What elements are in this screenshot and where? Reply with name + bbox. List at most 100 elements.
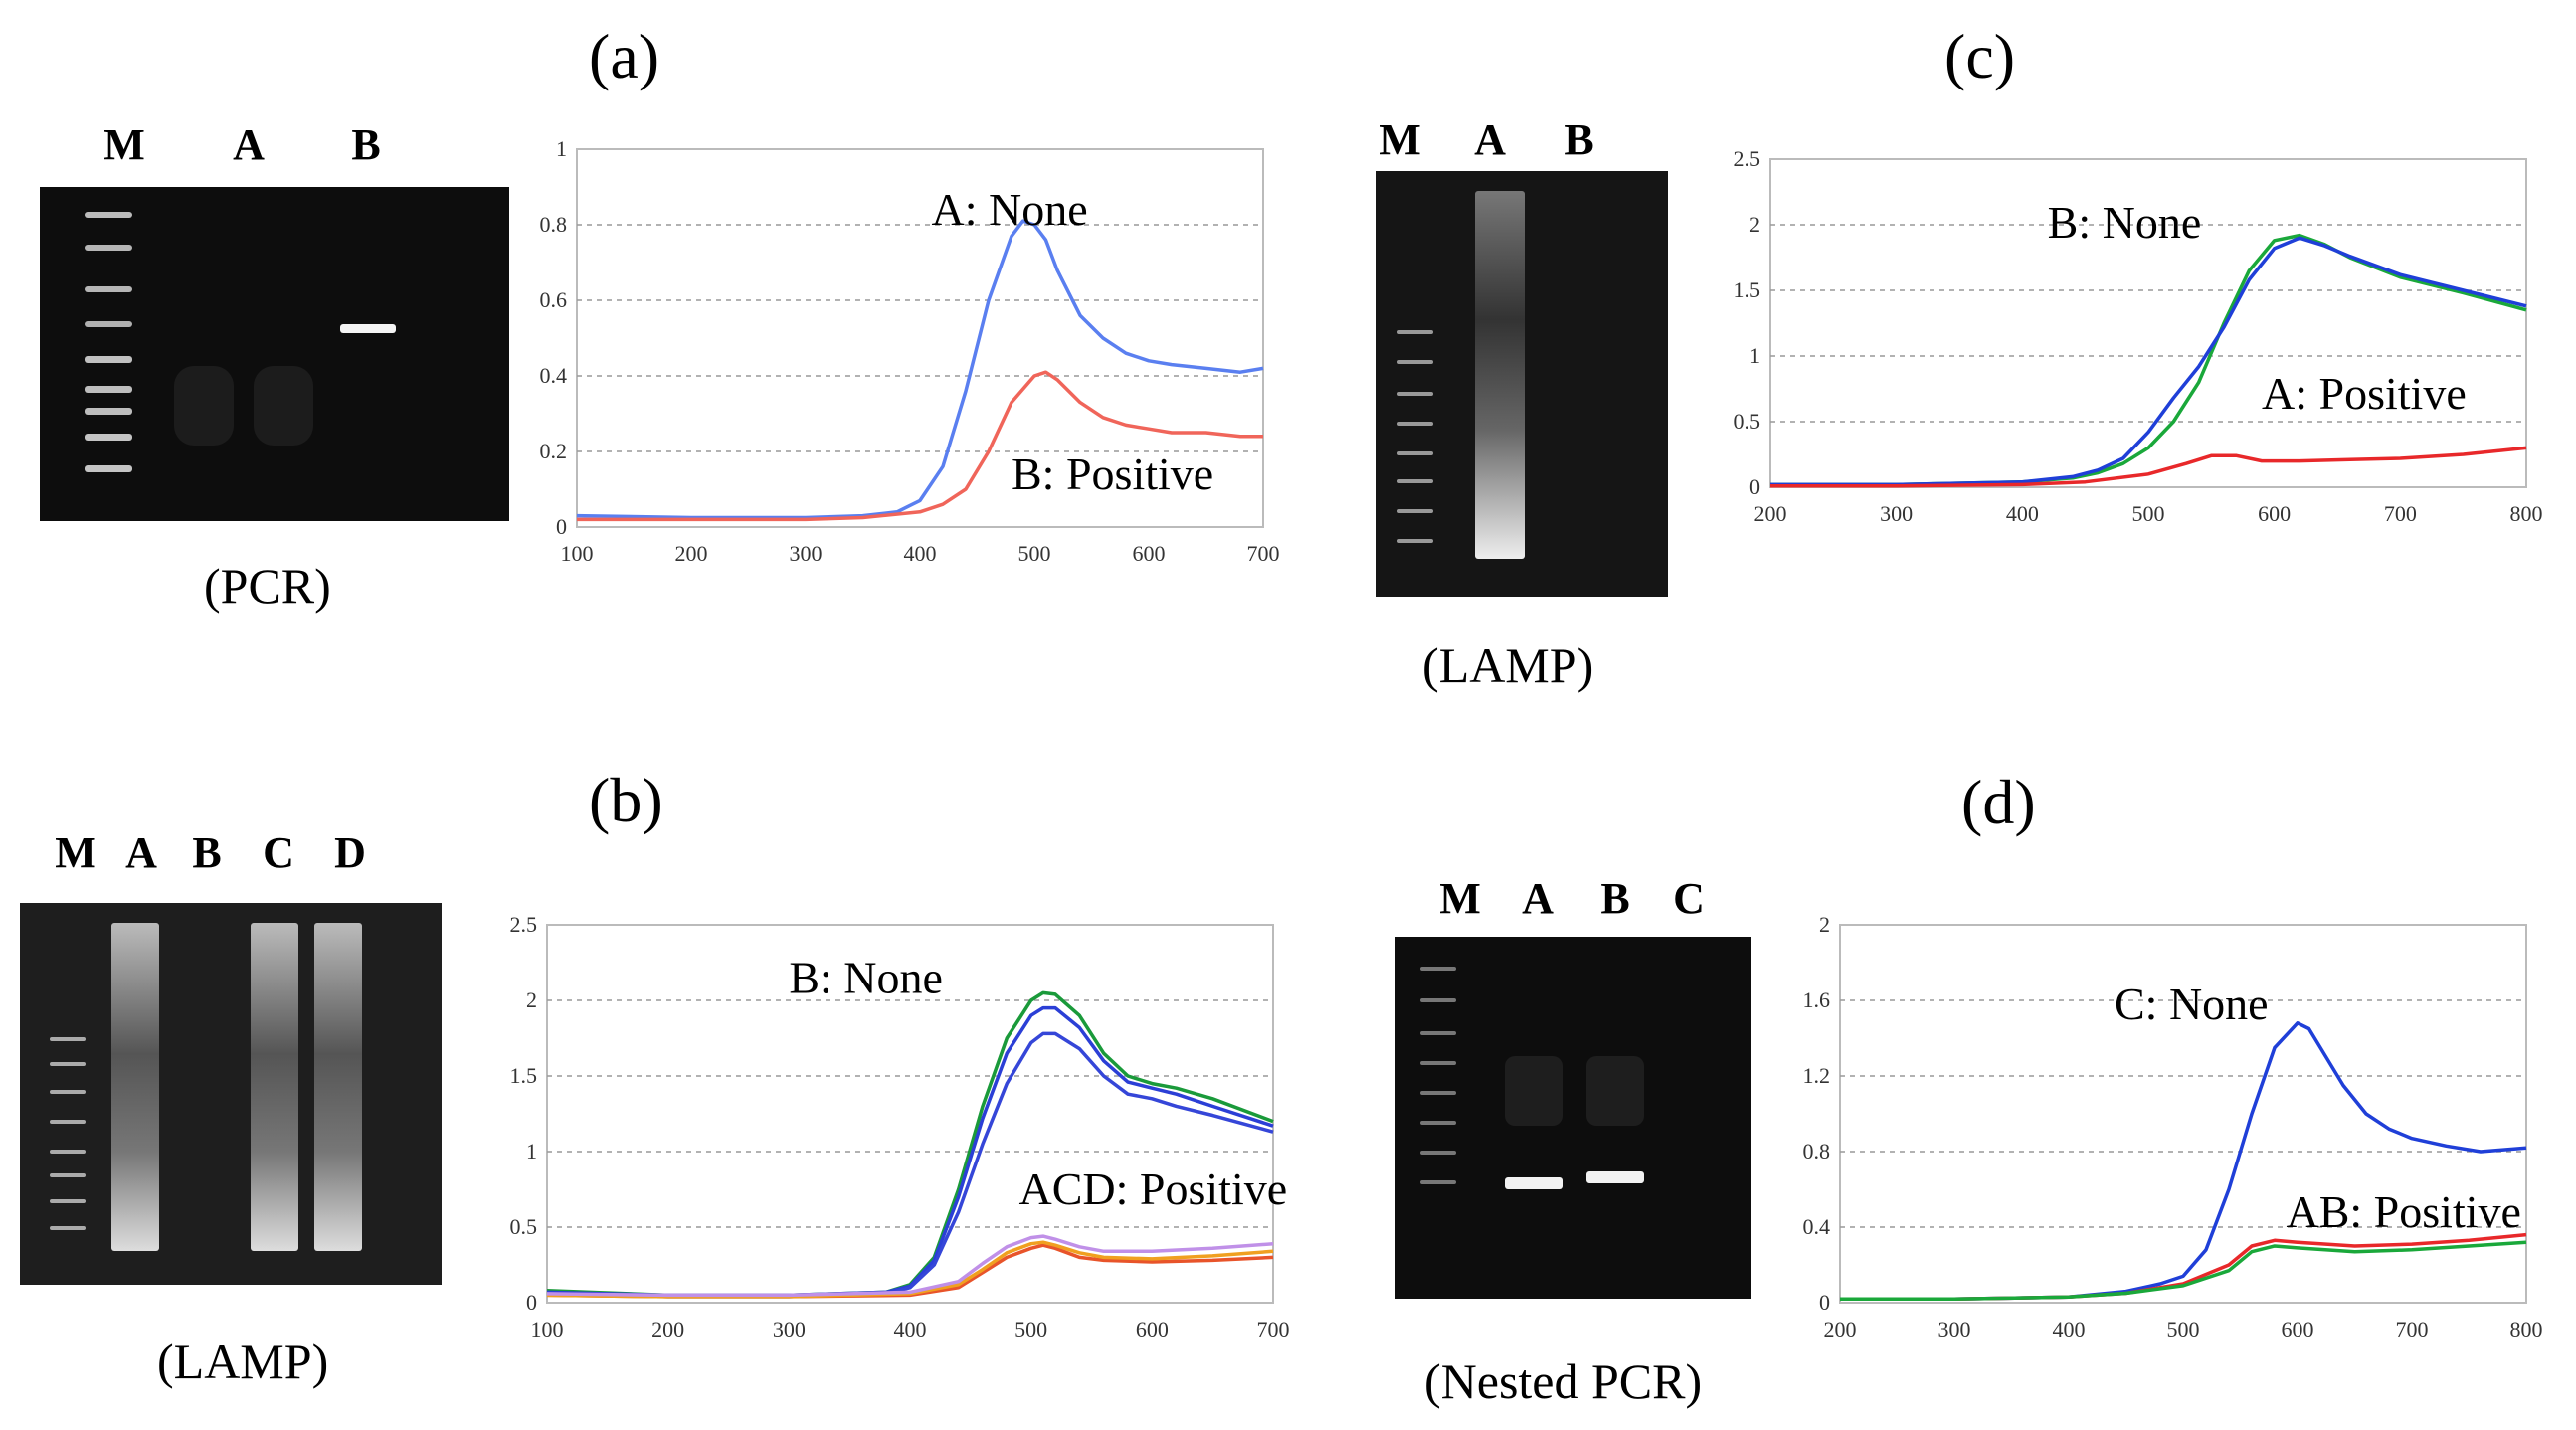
y-tick-label-d: 0.4	[1803, 1214, 1831, 1239]
x-tick-label-d: 200	[1824, 1317, 1857, 1341]
annotation-d-1: AB: Positive	[2287, 1186, 2521, 1237]
x-tick-label-a: 300	[790, 541, 823, 566]
x-tick-label-b: 600	[1136, 1317, 1169, 1341]
y-tick-label-a: 0.4	[540, 363, 568, 388]
series-line-b-D	[546, 1234, 1274, 1298]
series-line-d-A	[1840, 1232, 2527, 1301]
gel-image-b	[20, 903, 442, 1285]
x-tick-label-c: 600	[2258, 501, 2291, 526]
gel-image-d	[1395, 937, 1751, 1299]
plot-frame-a	[576, 148, 1264, 528]
y-tick-label-d: 0	[1819, 1290, 1830, 1315]
y-tick-label-c: 1.5	[1734, 277, 1761, 302]
x-tick-label-b: 400	[894, 1317, 927, 1341]
gel-b-lane-b: B	[192, 828, 222, 877]
panel-letter-c: (c)	[1944, 21, 2016, 91]
x-tick-label-d: 600	[2282, 1317, 2314, 1341]
gel-a-lane-b: B	[351, 120, 381, 169]
y-tick-label-a: 0.8	[540, 212, 568, 237]
x-tick-label-b: 300	[773, 1317, 806, 1341]
x-tick-label-c: 400	[2006, 501, 2039, 526]
x-tick-label-d: 300	[1938, 1317, 1971, 1341]
gel-b-lane-d: D	[334, 828, 366, 877]
gel-a-lane-m: M	[103, 120, 145, 169]
y-tick-label-b: 1.5	[510, 1063, 538, 1088]
x-tick-label-a: 700	[1247, 541, 1280, 566]
gel-image-c	[1376, 171, 1668, 597]
x-tick-label-c: 700	[2384, 501, 2417, 526]
y-tick-label-b: 2	[526, 987, 537, 1012]
y-tick-label-c: 0	[1749, 474, 1760, 499]
gel-b-lane-m: M	[55, 828, 96, 877]
spectrum-chart-a: 0 0.2 0.4 0.6 0.8 1 100 200 300 400 500 600 700 A: No…	[540, 136, 1280, 566]
y-tick-label-a: 1	[556, 136, 567, 161]
x-tick-label-d: 500	[2167, 1317, 2200, 1341]
y-tick-label-a: 0.2	[540, 439, 568, 463]
annotation-a-1: B: Positive	[1012, 448, 1213, 499]
x-tick-label-c: 800	[2510, 501, 2543, 526]
y-tick-label-b: 0	[526, 1290, 537, 1315]
gel-d-lane-c: C	[1673, 874, 1705, 923]
x-tick-label-a: 600	[1133, 541, 1166, 566]
spectrum-chart-d: 0 0.4 0.8 1.2 1.6 2 200 300 400 500 600 700 800 C: No…	[1803, 912, 2543, 1341]
method-label-d: (Nested PCR)	[1424, 1353, 1703, 1409]
y-tick-label-c: 2.5	[1734, 146, 1761, 171]
y-tick-label-c: 1	[1749, 343, 1760, 368]
gel-c-lane-a: A	[1474, 115, 1506, 164]
x-tick-label-d: 400	[2053, 1317, 2086, 1341]
x-tick-label-d: 700	[2396, 1317, 2429, 1341]
x-tick-label-c: 300	[1880, 501, 1913, 526]
x-tick-label-b: 100	[531, 1317, 564, 1341]
x-tick-label-b: 700	[1257, 1317, 1290, 1341]
annotation-c-1: A: Positive	[2262, 368, 2467, 419]
x-tick-label-a: 500	[1018, 541, 1051, 566]
gel-a-lane-a: A	[233, 120, 265, 169]
spectrum-chart-c: 0 0.5 1 1.5 2 2.5 200 300 400 500 600 700 800 B: None…	[1734, 146, 2543, 526]
y-tick-label-d: 1.6	[1803, 987, 1831, 1012]
y-tick-label-c: 0.5	[1734, 409, 1761, 434]
y-tick-label-c: 2	[1749, 212, 1760, 237]
x-tick-label-d: 800	[2510, 1317, 2543, 1341]
y-tick-label-b: 0.5	[510, 1214, 538, 1239]
method-label-a: (PCR)	[204, 558, 331, 614]
series-line-a-A	[576, 219, 1264, 520]
annotation-a-0: A: None	[932, 184, 1088, 235]
gel-b-lane-c: C	[263, 828, 294, 877]
spectrum-chart-b: 0 0.5 1 1.5 2 2.5 100 200 300 400 500 600 700 B: None…	[510, 912, 1290, 1341]
y-tick-label-d: 1.2	[1803, 1063, 1831, 1088]
plot-frame-b	[546, 924, 1274, 1304]
plot-frame-c	[1769, 158, 2527, 488]
series-line-a-B	[577, 370, 1263, 522]
y-tick-label-b: 2.5	[510, 912, 538, 937]
annotation-c-0: B: None	[2048, 197, 2202, 248]
y-tick-label-b: 1	[526, 1139, 537, 1163]
plot-frame-d	[1839, 924, 2527, 1304]
x-tick-label-b: 200	[651, 1317, 684, 1341]
y-tick-label-d: 2	[1819, 912, 1830, 937]
series-line-c-B-2	[1770, 236, 2527, 487]
panel-letter-b: (b)	[589, 765, 663, 835]
gel-d-lane-b: B	[1600, 874, 1630, 923]
annotation-b-0: B: None	[789, 952, 943, 1002]
series-line-c-A	[1770, 446, 2527, 488]
x-tick-label-a: 200	[675, 541, 708, 566]
annotation-b-1: ACD: Positive	[1019, 1163, 1288, 1214]
panel-letter-a: (a)	[589, 21, 660, 91]
series-line-d-B	[1840, 1240, 2527, 1301]
series-line-c-B-1	[1770, 233, 2527, 487]
method-label-c: (LAMP)	[1422, 637, 1594, 693]
x-tick-label-b: 500	[1014, 1317, 1047, 1341]
gel-d-lane-a: A	[1522, 874, 1554, 923]
gel-d-lane-m: M	[1439, 874, 1481, 923]
series-line-d-C	[1840, 1021, 2527, 1301]
panel-letter-d: (d)	[1961, 767, 2036, 837]
x-tick-label-a: 400	[904, 541, 937, 566]
gel-c-lane-b: B	[1564, 115, 1594, 164]
method-label-b: (LAMP)	[157, 1334, 329, 1389]
gel-c-lane-m: M	[1380, 115, 1421, 164]
x-tick-label-a: 100	[561, 541, 594, 566]
gel-b-lane-a: A	[125, 828, 157, 877]
gel-image-a	[40, 187, 509, 521]
y-tick-label-a: 0	[556, 514, 567, 539]
annotation-d-0: C: None	[2115, 979, 2269, 1029]
